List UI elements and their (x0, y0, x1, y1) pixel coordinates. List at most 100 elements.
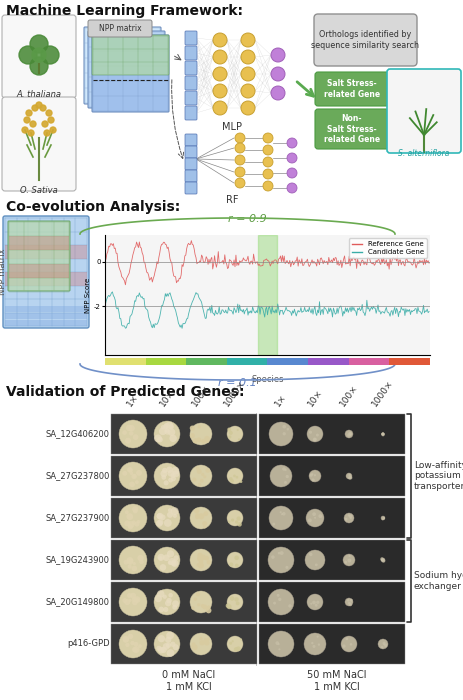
Circle shape (196, 438, 201, 442)
Circle shape (312, 645, 315, 648)
Circle shape (311, 473, 313, 475)
Circle shape (199, 640, 204, 645)
Circle shape (342, 554, 354, 566)
Circle shape (131, 474, 137, 479)
Circle shape (126, 557, 133, 564)
Circle shape (206, 560, 211, 564)
Circle shape (234, 556, 237, 559)
Circle shape (154, 463, 180, 489)
Bar (258, 456, 404, 496)
Circle shape (234, 178, 244, 188)
Circle shape (380, 557, 383, 561)
Circle shape (380, 646, 382, 648)
Circle shape (310, 603, 312, 605)
Text: SA_20G149800: SA_20G149800 (46, 598, 110, 606)
Circle shape (308, 470, 320, 482)
Circle shape (234, 133, 244, 143)
Circle shape (203, 511, 208, 516)
Text: SA_27G237900: SA_27G237900 (46, 514, 110, 522)
Circle shape (312, 601, 315, 604)
Circle shape (228, 431, 232, 435)
Circle shape (26, 110, 32, 116)
Circle shape (195, 513, 200, 518)
Bar (9, 236, 69, 250)
Circle shape (340, 636, 356, 652)
Circle shape (240, 101, 255, 115)
Circle shape (128, 428, 132, 432)
Circle shape (129, 482, 135, 487)
Circle shape (130, 593, 136, 598)
Circle shape (270, 555, 274, 559)
FancyBboxPatch shape (185, 146, 197, 158)
Bar (5, 245, 87, 258)
Circle shape (168, 508, 172, 512)
Circle shape (308, 553, 312, 556)
Circle shape (125, 425, 132, 431)
Circle shape (202, 521, 207, 526)
Text: S. alterniflora: S. alterniflora (397, 149, 449, 158)
Circle shape (279, 551, 283, 555)
Bar (111, 414, 257, 454)
Circle shape (191, 606, 194, 610)
Circle shape (213, 50, 226, 64)
Circle shape (269, 422, 292, 446)
Circle shape (344, 598, 352, 606)
Circle shape (237, 522, 241, 526)
Circle shape (191, 643, 195, 646)
Circle shape (30, 57, 48, 75)
Bar (9, 264, 69, 278)
Circle shape (133, 596, 140, 603)
Circle shape (198, 563, 204, 568)
Circle shape (229, 477, 232, 481)
Circle shape (125, 438, 131, 444)
Circle shape (32, 105, 38, 111)
Circle shape (282, 432, 285, 435)
Text: p416-GPD: p416-GPD (67, 640, 110, 648)
Circle shape (204, 556, 209, 561)
Circle shape (170, 473, 175, 478)
Circle shape (160, 514, 165, 520)
Circle shape (268, 547, 294, 573)
Text: 100×: 100× (190, 383, 211, 408)
Circle shape (132, 474, 136, 478)
Circle shape (139, 559, 144, 564)
Circle shape (157, 519, 163, 525)
Circle shape (273, 601, 275, 605)
Circle shape (203, 638, 206, 641)
Circle shape (136, 470, 142, 476)
FancyBboxPatch shape (185, 158, 197, 170)
Circle shape (197, 603, 200, 606)
Circle shape (160, 470, 167, 477)
Circle shape (277, 552, 280, 554)
Text: Salt Stress-
related Gene: Salt Stress- related Gene (323, 79, 379, 99)
Circle shape (226, 636, 243, 652)
Bar (5, 272, 87, 286)
Circle shape (132, 434, 138, 440)
Circle shape (348, 476, 351, 480)
Circle shape (170, 642, 175, 647)
Circle shape (119, 420, 147, 448)
Circle shape (195, 515, 199, 519)
Circle shape (164, 428, 169, 433)
Circle shape (270, 67, 284, 81)
Circle shape (159, 564, 166, 570)
Circle shape (166, 643, 171, 648)
Circle shape (382, 642, 385, 645)
Circle shape (309, 473, 312, 477)
Bar (111, 624, 257, 664)
Circle shape (313, 438, 316, 441)
Circle shape (317, 643, 319, 646)
Circle shape (347, 602, 350, 605)
Circle shape (383, 644, 387, 647)
Circle shape (229, 596, 234, 601)
Circle shape (157, 554, 164, 561)
Circle shape (234, 155, 244, 165)
FancyBboxPatch shape (88, 31, 165, 108)
Circle shape (168, 477, 173, 482)
Circle shape (172, 644, 178, 650)
Circle shape (234, 167, 244, 177)
Circle shape (344, 561, 346, 564)
Circle shape (168, 593, 173, 598)
Circle shape (167, 550, 174, 557)
Circle shape (132, 600, 138, 606)
